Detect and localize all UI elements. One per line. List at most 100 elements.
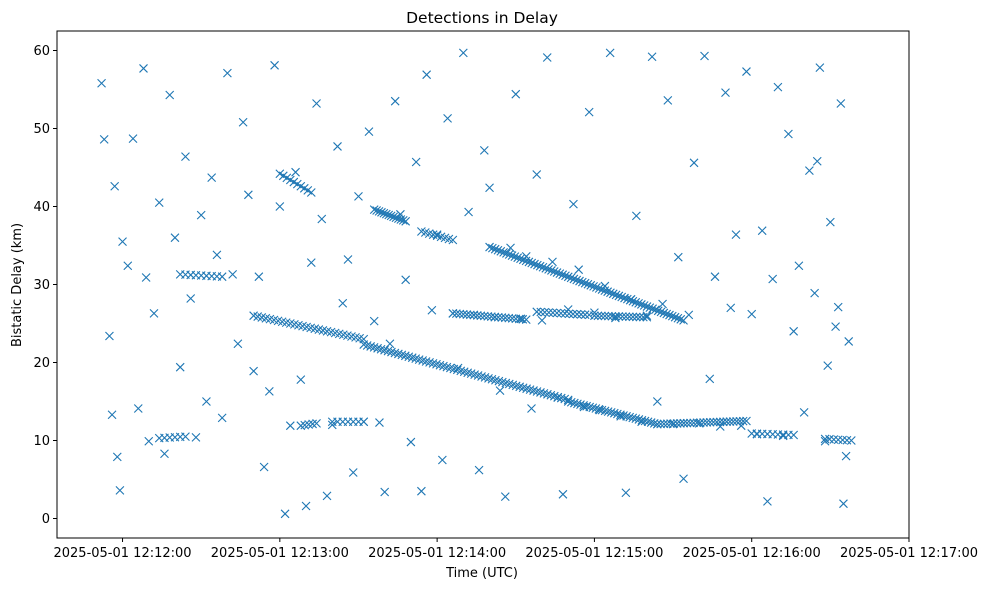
detection-marker xyxy=(652,419,662,429)
detection-marker xyxy=(233,339,243,349)
x-tick-label: 2025-05-01 12:16:00 xyxy=(683,546,821,561)
x-axis-label: Time (UTC) xyxy=(445,566,518,581)
detection-marker xyxy=(291,167,300,177)
detection-marker xyxy=(508,380,518,390)
detection-marker xyxy=(462,310,472,319)
detection-marker xyxy=(317,214,327,224)
detection-marker xyxy=(312,418,321,428)
detection-marker xyxy=(605,48,615,58)
detection-marker xyxy=(369,205,379,215)
plot-area-frame xyxy=(56,30,910,539)
detection-marker xyxy=(538,262,548,272)
detection-marker xyxy=(842,435,852,445)
detection-marker xyxy=(549,391,559,401)
detection-marker xyxy=(306,258,316,268)
detection-marker xyxy=(97,78,106,88)
x-tick-label: 2025-05-01 12:12:00 xyxy=(53,546,191,561)
detection-marker xyxy=(656,419,666,429)
detection-marker xyxy=(676,314,686,324)
detection-marker xyxy=(659,308,669,318)
detection-marker xyxy=(425,358,434,367)
detection-marker xyxy=(715,422,725,431)
detection-marker xyxy=(495,386,505,395)
detection-marker xyxy=(656,307,666,317)
detection-marker xyxy=(617,312,627,321)
detection-marker xyxy=(603,287,613,297)
detection-marker xyxy=(735,416,745,426)
x-tick-label: 2025-05-01 12:17:00 xyxy=(840,546,978,561)
detection-marker xyxy=(529,386,538,395)
detection-marker xyxy=(437,455,447,465)
detection-marker xyxy=(494,376,504,386)
detection-marker xyxy=(662,419,672,429)
detection-marker xyxy=(228,269,238,279)
detection-marker xyxy=(606,288,615,298)
detection-marker xyxy=(243,190,253,200)
detection-marker xyxy=(154,198,164,207)
detection-marker xyxy=(507,251,517,260)
detection-marker xyxy=(712,417,722,427)
detection-marker xyxy=(275,202,285,211)
detection-marker xyxy=(556,308,566,318)
detection-marker xyxy=(537,315,547,325)
detection-marker xyxy=(448,235,458,245)
detection-marker xyxy=(742,67,751,76)
detection-marker xyxy=(747,309,757,319)
detection-marker xyxy=(699,418,708,427)
detection-marker xyxy=(511,314,521,324)
detection-marker xyxy=(472,311,482,320)
detection-marker xyxy=(322,491,332,501)
detection-marker xyxy=(280,509,290,519)
detection-marker xyxy=(389,212,398,222)
detection-marker xyxy=(463,368,473,378)
detection-marker xyxy=(407,353,417,363)
detection-marker xyxy=(400,351,410,361)
detection-marker xyxy=(115,486,125,495)
detection-marker xyxy=(621,312,631,322)
detection-marker xyxy=(542,53,552,62)
detection-marker xyxy=(652,397,662,406)
detection-marker xyxy=(406,437,416,447)
detection-marker xyxy=(474,465,484,475)
detection-marker xyxy=(449,364,459,374)
detection-marker xyxy=(521,315,531,324)
detection-marker xyxy=(635,312,645,322)
detection-marker xyxy=(306,188,316,197)
detection-marker xyxy=(836,99,846,108)
detection-marker xyxy=(186,294,196,303)
detection-marker xyxy=(397,350,407,360)
detection-marker xyxy=(592,283,601,292)
detection-marker xyxy=(763,496,772,506)
detection-marker xyxy=(812,156,822,166)
detection-marker xyxy=(624,312,634,322)
detection-marker xyxy=(386,211,396,221)
detection-marker xyxy=(507,314,517,323)
y-axis-label: Bistatic Delay (km) xyxy=(10,223,25,347)
detection-marker xyxy=(448,308,458,318)
detection-marker xyxy=(428,358,438,368)
detection-marker xyxy=(443,113,452,123)
detection-marker xyxy=(833,435,843,445)
detection-marker xyxy=(586,280,596,290)
detection-marker xyxy=(535,261,545,271)
detection-marker xyxy=(590,311,599,321)
detection-marker xyxy=(527,404,536,413)
detection-marker xyxy=(497,313,507,322)
detection-marker xyxy=(607,311,617,321)
detection-marker xyxy=(558,270,568,280)
detection-marker xyxy=(422,70,432,80)
detection-marker xyxy=(110,181,120,191)
detection-marker xyxy=(144,436,154,446)
detection-marker xyxy=(398,216,408,225)
detection-marker xyxy=(486,312,496,322)
detection-marker xyxy=(548,308,558,318)
detection-marker xyxy=(820,436,830,446)
detection-marker xyxy=(476,311,486,321)
detection-marker xyxy=(327,420,337,430)
detection-marker xyxy=(829,435,839,444)
detection-marker xyxy=(504,250,514,259)
detection-marker xyxy=(679,418,689,428)
detection-marker xyxy=(359,417,369,427)
detection-marker xyxy=(692,418,702,428)
